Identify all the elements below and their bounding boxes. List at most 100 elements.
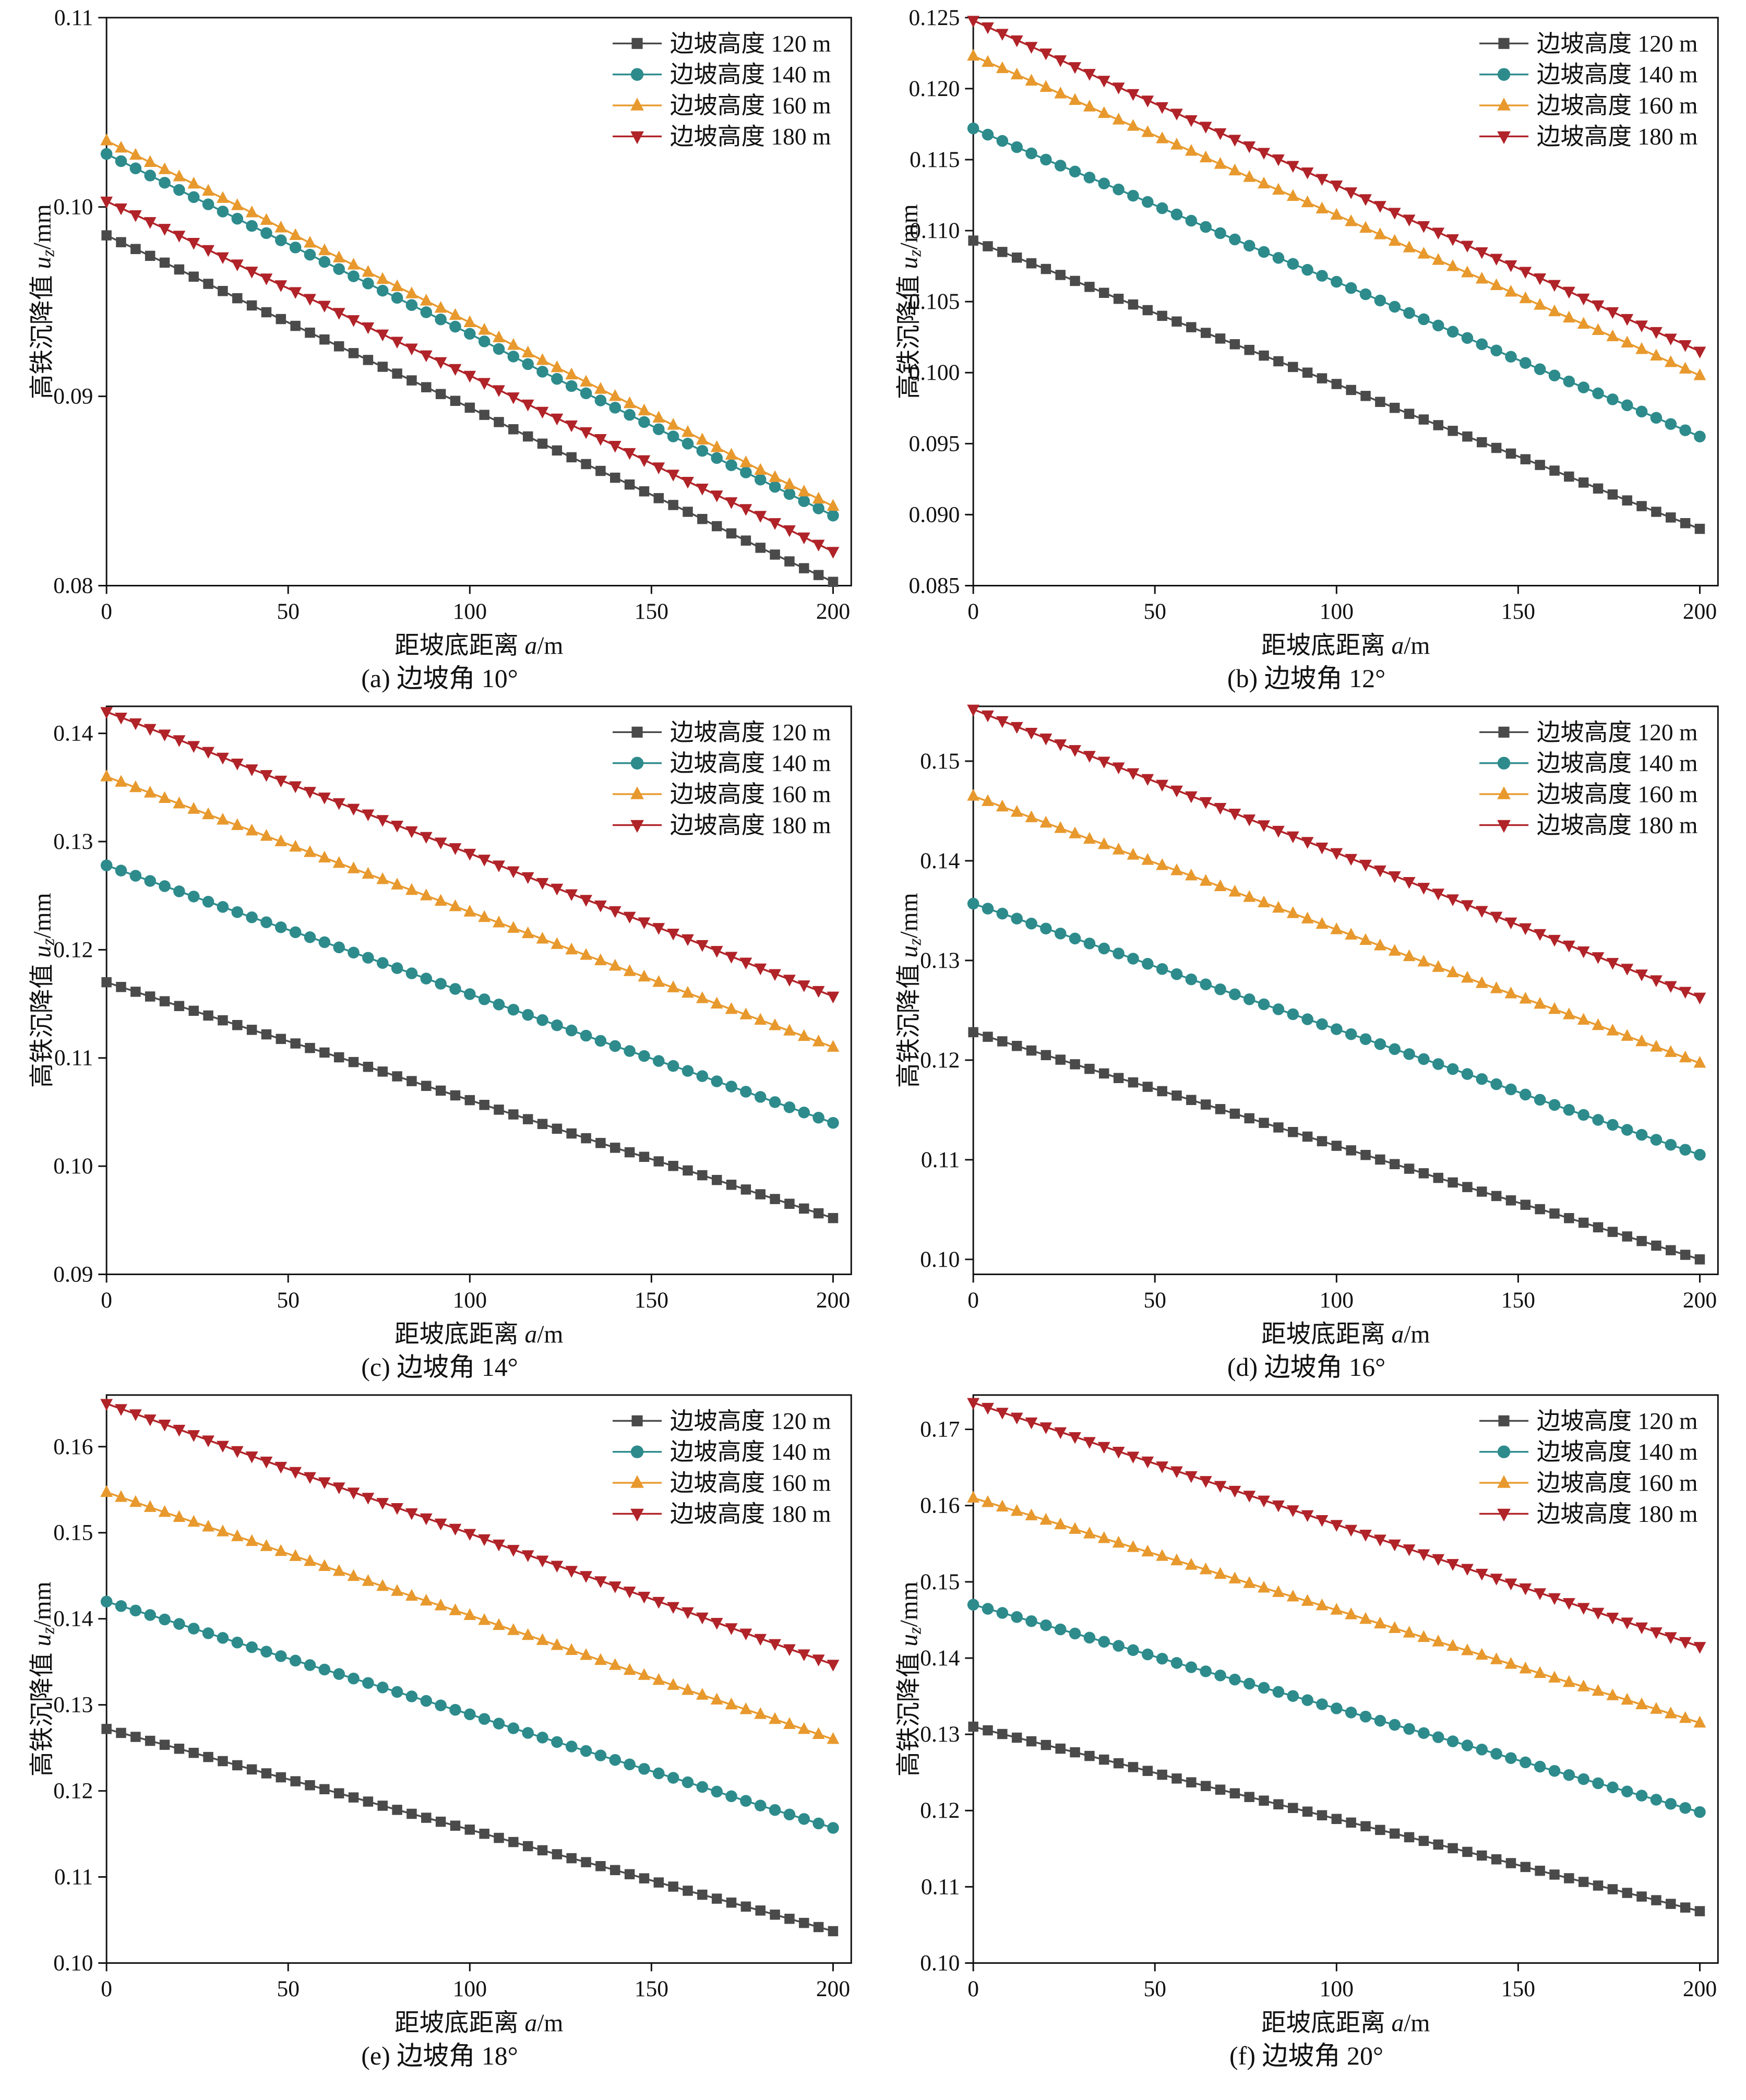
series-triangle-up — [100, 134, 840, 511]
svg-text:边坡高度 120 m: 边坡高度 120 m — [1537, 719, 1698, 746]
chart-panel-b: 0 50 100 150 200 距坡底距离 a/m 0.085 0.090 0.095 0.10… — [880, 8, 1732, 693]
y-axis: 0.085 0.090 0.095 0.100 0.105 0.110 0.115 0.120… — [895, 8, 974, 598]
legend: 边坡高度 120 m 边坡高度 140 m 边坡高度 160 m 边坡高度 180 m — [613, 30, 831, 150]
svg-text:0.10: 0.10 — [920, 1950, 960, 1975]
svg-text:150: 150 — [635, 599, 668, 624]
svg-text:200: 200 — [1683, 1976, 1717, 2001]
svg-text:0.105: 0.105 — [908, 289, 960, 314]
legend: 边坡高度 120 m 边坡高度 140 m 边坡高度 160 m 边坡高度 180 m — [613, 719, 831, 838]
svg-text:距坡底距离 a/m: 距坡底距离 a/m — [1261, 632, 1430, 659]
svg-text:200: 200 — [816, 1288, 850, 1313]
legend: 边坡高度 120 m 边坡高度 140 m 边坡高度 160 m 边坡高度 180 m — [1479, 30, 1697, 150]
svg-text:0.12: 0.12 — [53, 937, 93, 962]
svg-text:0.11: 0.11 — [921, 1147, 960, 1172]
svg-text:高铁沉降值 uz/mm: 高铁沉降值 uz/mm — [895, 1581, 925, 1777]
svg-text:0.110: 0.110 — [910, 218, 960, 243]
svg-text:150: 150 — [635, 1288, 668, 1313]
y-axis: 0.09 0.10 0.11 0.12 0.13 0.14 高铁沉降值 uz/mm — [29, 721, 107, 1287]
series-triangle-down — [967, 16, 1706, 359]
svg-text:0.12: 0.12 — [920, 1048, 960, 1073]
svg-text:100: 100 — [453, 1288, 487, 1313]
series-triangle-down — [100, 1399, 840, 1672]
chart-panel-c: 0 50 100 150 200 距坡底距离 a/m 0.09 0.10 0.11 0.12 0.1… — [14, 697, 866, 1382]
svg-text:0: 0 — [101, 599, 112, 624]
svg-text:0: 0 — [967, 1288, 979, 1313]
svg-text:50: 50 — [277, 1976, 300, 2001]
series-square — [101, 1723, 839, 1936]
line-chart-c: 0 50 100 150 200 距坡底距离 a/m 0.09 0.10 0.11 0.12 0.1… — [29, 705, 852, 1348]
line-chart-b: 0 50 100 150 200 距坡底距离 a/m 0.085 0.090 0.095 0.10… — [895, 8, 1719, 659]
svg-text:200: 200 — [1683, 1288, 1717, 1313]
svg-text:边坡高度 120 m: 边坡高度 120 m — [670, 719, 831, 746]
svg-text:0: 0 — [967, 599, 979, 624]
plot-frame — [972, 17, 1719, 586]
series-circle — [967, 897, 1706, 1161]
svg-text:边坡高度 160 m: 边坡高度 160 m — [670, 1469, 831, 1496]
svg-text:边坡高度 120 m: 边坡高度 120 m — [1537, 1408, 1698, 1434]
svg-text:0.09: 0.09 — [53, 384, 93, 409]
svg-text:边坡高度 140 m: 边坡高度 140 m — [1537, 1438, 1698, 1465]
svg-text:距坡底距离 a/m: 距坡底距离 a/m — [1261, 2010, 1430, 2037]
svg-text:0.16: 0.16 — [53, 1434, 93, 1459]
svg-text:50: 50 — [277, 1288, 300, 1313]
svg-text:距坡底距离 a/m: 距坡底距离 a/m — [394, 632, 563, 659]
plot-frame — [972, 1394, 1719, 1964]
series-triangle-down — [100, 196, 840, 559]
svg-text:边坡高度 160 m: 边坡高度 160 m — [1537, 1469, 1698, 1496]
chart-panel-e: 0 50 100 150 200 距坡底距离 a/m 0.10 0.11 0.12 0.13 0.1… — [14, 1386, 866, 2070]
series-square — [101, 230, 839, 587]
chart-caption-c: (c) 边坡角 14° — [361, 1352, 518, 1382]
series-triangle-up — [100, 1485, 840, 1744]
plot-frame — [972, 705, 1719, 1275]
svg-text:边坡高度 180 m: 边坡高度 180 m — [670, 123, 831, 150]
svg-text:0.14: 0.14 — [53, 721, 93, 746]
svg-text:边坡高度 180 m: 边坡高度 180 m — [1537, 123, 1698, 150]
y-axis: 0.08 0.09 0.10 0.11 高铁沉降值 uz/mm — [29, 8, 107, 598]
series-triangle-down — [100, 707, 840, 1004]
series-circle — [100, 148, 839, 522]
svg-text:150: 150 — [1501, 1288, 1535, 1313]
svg-text:150: 150 — [1501, 599, 1535, 624]
svg-text:0.115: 0.115 — [910, 147, 960, 172]
svg-text:边坡高度 140 m: 边坡高度 140 m — [670, 750, 831, 776]
series-circle — [100, 1595, 839, 1834]
svg-text:0.12: 0.12 — [920, 1798, 960, 1823]
chart-caption-d: (d) 边坡角 16° — [1227, 1352, 1386, 1382]
series-square — [968, 235, 1705, 534]
plot-frame — [105, 705, 852, 1275]
svg-text:边坡高度 120 m: 边坡高度 120 m — [670, 30, 831, 57]
svg-text:0.15: 0.15 — [920, 749, 960, 774]
svg-text:0.16: 0.16 — [920, 1493, 960, 1518]
svg-text:0: 0 — [967, 1976, 979, 2001]
svg-text:0.11: 0.11 — [54, 8, 93, 30]
x-axis: 0 50 100 150 200 距坡底距离 a/m — [101, 1274, 850, 1348]
svg-text:0.11: 0.11 — [54, 1046, 93, 1071]
series-square — [968, 1027, 1705, 1265]
svg-text:边坡高度 140 m: 边坡高度 140 m — [670, 61, 831, 88]
svg-text:0.13: 0.13 — [53, 1692, 93, 1717]
x-axis: 0 50 100 150 200 距坡底距离 a/m — [967, 1274, 1717, 1348]
svg-text:0.10: 0.10 — [53, 1154, 93, 1179]
svg-text:距坡底距离 a/m: 距坡底距离 a/m — [394, 2010, 563, 2037]
svg-text:0.10: 0.10 — [53, 195, 93, 220]
svg-text:0.11: 0.11 — [54, 1864, 93, 1889]
series-triangle-down — [967, 1398, 1706, 1654]
chart-panel-f: 0 50 100 150 200 距坡底距离 a/m 0.10 0.11 0.12 0.13 0.1… — [880, 1386, 1732, 2070]
svg-text:0.17: 0.17 — [920, 1417, 960, 1442]
svg-text:0.095: 0.095 — [908, 431, 960, 456]
svg-text:50: 50 — [1143, 1976, 1166, 2001]
svg-text:高铁沉降值 uz/mm: 高铁沉降值 uz/mm — [29, 204, 58, 399]
svg-text:距坡底距离 a/m: 距坡底距离 a/m — [394, 1321, 563, 1348]
series-circle — [967, 122, 1706, 442]
svg-text:边坡高度 180 m: 边坡高度 180 m — [670, 1501, 831, 1527]
svg-text:0: 0 — [101, 1288, 112, 1313]
svg-text:0.090: 0.090 — [908, 502, 960, 527]
svg-text:高铁沉降值 uz/mm: 高铁沉降值 uz/mm — [895, 893, 925, 1088]
svg-text:0.11: 0.11 — [921, 1874, 960, 1899]
svg-text:100: 100 — [1320, 1288, 1354, 1313]
series-square — [968, 1721, 1705, 1916]
